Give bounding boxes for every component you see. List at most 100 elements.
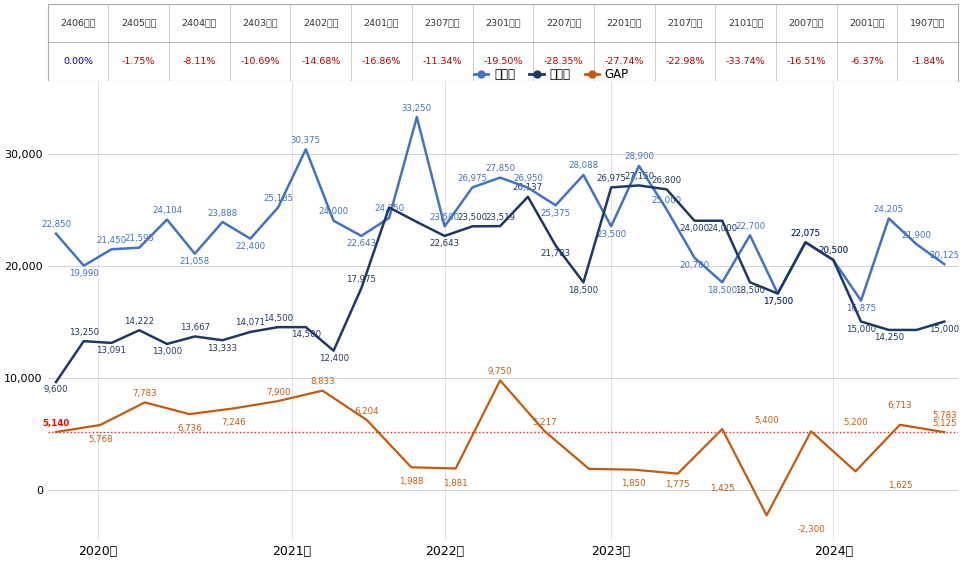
Text: 5,125: 5,125: [932, 419, 956, 428]
Text: 1,775: 1,775: [666, 480, 690, 489]
Text: -27.74%: -27.74%: [605, 57, 644, 66]
Text: 27,150: 27,150: [624, 172, 654, 181]
Text: 17,500: 17,500: [763, 297, 793, 306]
Text: 6,736: 6,736: [177, 424, 202, 433]
Text: 26,800: 26,800: [652, 176, 682, 185]
Text: -19.50%: -19.50%: [483, 57, 523, 66]
Text: -11.34%: -11.34%: [422, 57, 462, 66]
Text: 17,500: 17,500: [763, 297, 793, 306]
Text: 12,400: 12,400: [319, 354, 349, 363]
Text: 23,500: 23,500: [596, 230, 626, 239]
Text: -6.37%: -6.37%: [850, 57, 884, 66]
Text: 2402대비: 2402대비: [303, 19, 338, 28]
Text: 20,125: 20,125: [929, 251, 959, 260]
Text: 5,783: 5,783: [932, 411, 956, 420]
Text: 5,217: 5,217: [532, 418, 556, 427]
Text: 6,713: 6,713: [888, 401, 912, 410]
Text: 13,250: 13,250: [69, 328, 99, 337]
Text: 2403대비: 2403대비: [242, 19, 278, 28]
Text: 13,000: 13,000: [152, 347, 182, 356]
Text: 9,600: 9,600: [43, 386, 69, 395]
Text: 2001대비: 2001대비: [849, 19, 885, 28]
Text: 20,500: 20,500: [818, 247, 848, 256]
Text: 1,425: 1,425: [710, 484, 734, 493]
Text: 2101대비: 2101대비: [728, 19, 763, 28]
Text: 22,075: 22,075: [790, 229, 820, 238]
Text: 23,519: 23,519: [485, 212, 515, 221]
Text: 2404대비: 2404대비: [182, 19, 217, 28]
Text: 21,900: 21,900: [901, 231, 931, 240]
Text: 25,000: 25,000: [652, 196, 682, 205]
Text: 14,250: 14,250: [873, 333, 904, 342]
Text: 0.00%: 0.00%: [63, 57, 93, 66]
Text: 22,400: 22,400: [236, 242, 266, 251]
Text: 2007대비: 2007대비: [788, 19, 824, 28]
Text: 13,333: 13,333: [208, 343, 238, 352]
Text: 14,222: 14,222: [125, 317, 155, 326]
Text: 22,700: 22,700: [735, 222, 765, 231]
Text: 21,058: 21,058: [180, 257, 210, 266]
Text: 33,250: 33,250: [402, 103, 432, 112]
Text: 7,783: 7,783: [132, 389, 157, 398]
Text: 16,875: 16,875: [846, 304, 876, 313]
Text: 23,888: 23,888: [208, 209, 238, 217]
Text: 7,900: 7,900: [266, 388, 291, 397]
Text: 25,375: 25,375: [541, 209, 571, 217]
Text: 5,400: 5,400: [754, 415, 779, 425]
Text: 20,700: 20,700: [679, 261, 709, 270]
Text: -22.98%: -22.98%: [666, 57, 705, 66]
Text: 14,071: 14,071: [236, 319, 266, 328]
Text: 2201대비: 2201대비: [607, 19, 642, 28]
Text: -8.11%: -8.11%: [183, 57, 216, 66]
Legend: 매매가, 전세가, GAP: 매매가, 전세가, GAP: [469, 64, 634, 86]
Text: 1,625: 1,625: [888, 482, 912, 491]
Text: 5,140: 5,140: [43, 419, 70, 428]
Text: 30,375: 30,375: [291, 136, 321, 145]
Text: 28,900: 28,900: [624, 152, 654, 161]
Text: 22,075: 22,075: [790, 229, 820, 238]
Text: 1,881: 1,881: [443, 479, 469, 488]
Text: 24,000: 24,000: [707, 224, 737, 233]
Text: 13,091: 13,091: [97, 346, 127, 355]
Text: 15,000: 15,000: [929, 325, 959, 334]
Text: -14.68%: -14.68%: [301, 57, 340, 66]
Text: 24,250: 24,250: [374, 205, 404, 214]
Text: 24,205: 24,205: [873, 205, 904, 214]
Text: 14,500: 14,500: [263, 314, 293, 323]
Text: 7,246: 7,246: [221, 419, 246, 428]
Text: 25,185: 25,185: [263, 194, 293, 203]
Text: 8,833: 8,833: [310, 377, 335, 386]
Text: 24,000: 24,000: [679, 224, 709, 233]
Text: 13,667: 13,667: [180, 323, 210, 332]
Text: 26,975: 26,975: [457, 174, 488, 183]
Text: 1,850: 1,850: [621, 479, 645, 488]
Text: 5,768: 5,768: [88, 435, 113, 444]
Text: 26,137: 26,137: [513, 183, 543, 192]
Text: 23,500: 23,500: [430, 213, 460, 222]
Text: 24,000: 24,000: [319, 207, 349, 216]
Text: 1,988: 1,988: [399, 477, 423, 486]
Text: 22,643: 22,643: [346, 239, 377, 248]
Text: -1.84%: -1.84%: [911, 57, 945, 66]
Text: 27,850: 27,850: [485, 164, 515, 173]
Text: 2307대비: 2307대비: [424, 19, 460, 28]
Text: 23,500: 23,500: [457, 213, 488, 222]
Text: 18,500: 18,500: [735, 285, 765, 294]
Text: -33.74%: -33.74%: [725, 57, 765, 66]
Text: 9,750: 9,750: [488, 367, 512, 376]
Text: 26,975: 26,975: [596, 174, 626, 183]
Text: 2207대비: 2207대비: [546, 19, 582, 28]
Text: 18,500: 18,500: [568, 285, 599, 294]
Text: 2107대비: 2107대비: [668, 19, 703, 28]
Text: 15,000: 15,000: [846, 325, 876, 334]
Text: 5,200: 5,200: [843, 418, 867, 427]
Text: 6,204: 6,204: [355, 406, 380, 415]
Text: 28,088: 28,088: [568, 161, 599, 170]
Text: -16.51%: -16.51%: [786, 57, 826, 66]
Text: 20,500: 20,500: [818, 247, 848, 256]
Text: -28.35%: -28.35%: [544, 57, 583, 66]
Text: 14,500: 14,500: [291, 330, 321, 339]
Text: 17,975: 17,975: [347, 275, 377, 284]
Text: 21,595: 21,595: [125, 234, 155, 243]
Text: 26,950: 26,950: [513, 174, 543, 183]
